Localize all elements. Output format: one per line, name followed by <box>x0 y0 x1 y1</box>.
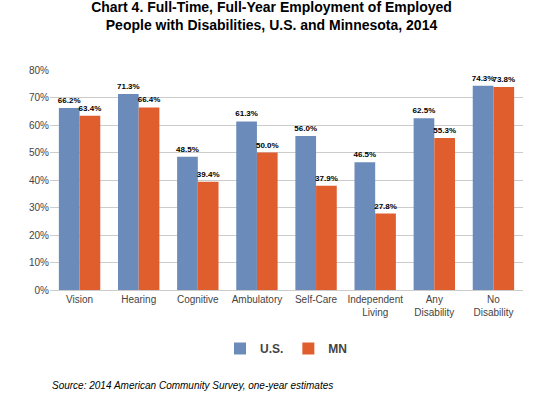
svg-text:73.8%: 73.8% <box>492 75 515 84</box>
svg-text:48.5%: 48.5% <box>176 145 199 154</box>
svg-text:60%: 60% <box>29 120 49 131</box>
svg-text:56.0%: 56.0% <box>294 124 317 133</box>
svg-text:70%: 70% <box>29 92 49 103</box>
svg-text:AnyDisability: AnyDisability <box>414 294 454 318</box>
svg-text:61.3%: 61.3% <box>235 109 258 118</box>
svg-text:NoDisability: NoDisability <box>473 294 513 318</box>
svg-text:66.4%: 66.4% <box>138 95 161 104</box>
svg-text:Ambulatory: Ambulatory <box>232 294 283 305</box>
svg-text:37.9%: 37.9% <box>315 174 338 183</box>
svg-text:62.5%: 62.5% <box>413 106 436 115</box>
svg-text:Hearing: Hearing <box>121 294 156 305</box>
svg-text:MN: MN <box>328 342 347 356</box>
svg-text:50%: 50% <box>29 147 49 158</box>
svg-text:46.5%: 46.5% <box>353 150 376 159</box>
svg-text:Source: 2014 American Communit: Source: 2014 American Community Survey, … <box>52 380 333 391</box>
svg-text:10%: 10% <box>29 257 49 268</box>
svg-text:Chart 4. Full-Time, Full-Year: Chart 4. Full-Time, Full-Year Employment… <box>91 0 452 33</box>
svg-text:0%: 0% <box>35 285 50 296</box>
svg-text:55.3%: 55.3% <box>433 126 456 135</box>
svg-text:27.8%: 27.8% <box>374 202 397 211</box>
svg-text:71.3%: 71.3% <box>117 82 140 91</box>
svg-text:30%: 30% <box>29 202 49 213</box>
svg-text:Vision: Vision <box>66 294 93 305</box>
svg-text:50.0%: 50.0% <box>256 141 279 150</box>
svg-text:20%: 20% <box>29 230 49 241</box>
svg-text:63.4%: 63.4% <box>79 104 102 113</box>
svg-text:74.3%: 74.3% <box>472 74 495 83</box>
svg-text:IndependentLiving: IndependentLiving <box>347 294 403 318</box>
svg-text:39.4%: 39.4% <box>197 170 220 179</box>
svg-text:66.2%: 66.2% <box>58 96 81 105</box>
svg-text:Cognitive: Cognitive <box>177 294 219 305</box>
svg-text:Self-Care: Self-Care <box>295 294 338 305</box>
svg-text:80%: 80% <box>29 65 49 76</box>
svg-text:40%: 40% <box>29 175 49 186</box>
svg-text:U.S.: U.S. <box>260 342 283 356</box>
